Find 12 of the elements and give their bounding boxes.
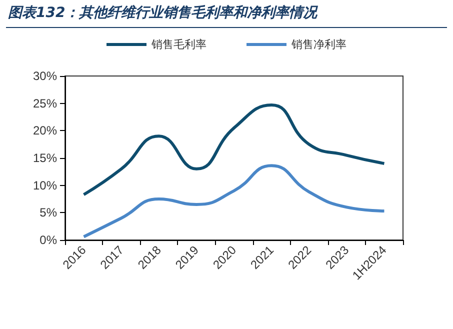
y-tick-label: 0% [40,233,58,247]
y-tick-label: 5% [40,206,58,220]
y-tick-label: 15% [32,151,58,165]
line-series [82,103,386,196]
legend-label: 销售净利率 [290,38,346,51]
line-series [82,164,386,238]
legend-label: 销售毛利率 [150,38,206,51]
chart-title: 图表132：其他纤维行业销售毛利率和净利率情况 [8,4,318,22]
y-tick-label: 25% [32,96,58,110]
y-tick-label: 20% [32,124,58,138]
y-tick-label: 30% [32,69,58,83]
y-tick-label: 10% [32,178,58,192]
